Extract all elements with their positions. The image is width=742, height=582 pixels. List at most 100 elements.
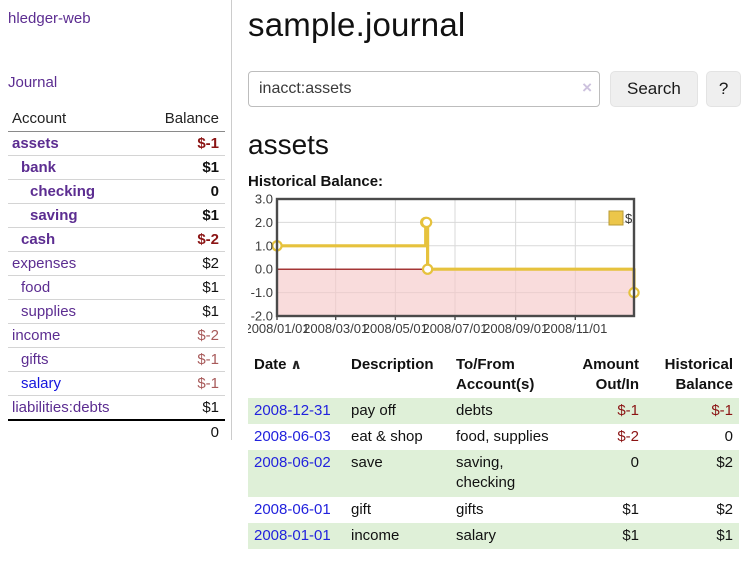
account-link[interactable]: cash <box>21 231 56 248</box>
account-link[interactable]: liabilities:debts <box>12 399 110 416</box>
transaction-description: save <box>345 450 450 497</box>
account-row: supplies $1 <box>8 299 225 324</box>
accounts-total-row: 0 <box>8 419 225 444</box>
transaction-row: 2008-06-01 gift gifts $1 $2 <box>248 497 739 523</box>
search-button[interactable]: Search <box>610 71 698 107</box>
account-link[interactable]: checking <box>30 183 96 200</box>
account-link[interactable]: bank <box>21 159 57 176</box>
transaction-accounts: gifts <box>456 500 484 518</box>
x-tick-label: 2008/05/01 <box>363 321 428 336</box>
x-tick-label: 2008/03/01 <box>303 321 368 336</box>
nav-journal-link[interactable]: Journal <box>8 74 58 91</box>
account-link[interactable]: food <box>21 279 51 296</box>
accounts-table: Account Balance assets $-1 bank $1 checking 0… <box>8 107 225 444</box>
account-link[interactable]: assets <box>12 135 59 152</box>
account-link[interactable]: saving <box>30 207 78 224</box>
transaction-row: 2008-06-02 save saving, checking 0 $2 <box>248 450 739 497</box>
register-table: Date ∧ Description To/From Account(s) Amount O… <box>248 353 739 549</box>
transaction-accounts: debts <box>450 397 567 424</box>
transaction-balance: $1 <box>645 522 739 549</box>
transaction-balance: 0 <box>724 427 733 445</box>
chart-heading: Historical Balance: <box>248 173 384 190</box>
account-balance: $1 <box>143 299 225 324</box>
app-brand-link[interactable]: hledger-web <box>8 10 91 27</box>
main-content: sample.journal × Search ? assets Histori… <box>248 0 742 549</box>
account-row: food $1 <box>8 275 225 300</box>
account-balance: $1 <box>143 155 225 180</box>
account-row: expenses $2 <box>8 251 225 276</box>
transaction-row: 2008-01-01 income salary $1 $1 <box>248 522 739 549</box>
account-balance: $1 <box>143 395 225 421</box>
account-link[interactable]: supplies <box>21 303 77 320</box>
page-title: sample.journal <box>248 6 466 43</box>
x-tick-label: 2008/09/01 <box>483 321 548 336</box>
clear-search-icon[interactable]: × <box>582 78 592 97</box>
transaction-date-link[interactable]: 2008-01-01 <box>254 526 331 544</box>
x-tick-label: 2008/01/01 <box>248 321 310 336</box>
transaction-amount: $1 <box>622 500 639 518</box>
transaction-accounts: food, supplies <box>456 427 549 445</box>
transaction-accounts: saving, checking <box>450 450 567 497</box>
y-tick-label: 0.0 <box>255 262 273 277</box>
transaction-date-link[interactable]: 2008-06-02 <box>254 454 331 471</box>
search-input[interactable] <box>248 71 600 107</box>
y-tick-label: 3.0 <box>255 194 273 207</box>
y-tick-label: -2.0 <box>251 309 273 324</box>
y-tick-label: -1.0 <box>251 285 273 300</box>
accounts-header-account: Account <box>8 107 144 132</box>
data-point-marker <box>421 263 434 275</box>
transaction-amount: 0 <box>567 450 645 497</box>
y-tick-label: 1.0 <box>255 238 273 253</box>
transaction-date-link[interactable]: 2008-06-03 <box>254 427 331 445</box>
historical-balance-chart: 3.0 2.0 1.0 0.0 -1.0 -2.0 2008/01/01 2008/03/01… <box>248 194 742 339</box>
register-header-date[interactable]: Date ∧ <box>254 356 302 373</box>
register-header-tofrom: To/From Account(s) <box>456 356 535 394</box>
account-link[interactable]: income <box>12 327 61 344</box>
account-heading: assets <box>248 129 329 160</box>
transaction-date-link[interactable]: 2008-06-01 <box>254 500 331 518</box>
register-header-historical: Historical Balance <box>664 356 733 394</box>
transaction-date-link[interactable]: 2008-12-31 <box>248 397 345 424</box>
search-form: × Search ? <box>248 71 742 107</box>
transaction-description: income <box>345 522 450 549</box>
account-link[interactable]: expenses <box>12 255 77 272</box>
account-row: saving $1 <box>8 203 225 228</box>
y-tick-label: 2.0 <box>255 215 273 230</box>
transaction-date-link[interactable]: 2008-12-31 <box>254 401 331 419</box>
account-balance: $1 <box>143 275 225 300</box>
chart-canvas: 3.0 2.0 1.0 0.0 -1.0 -2.02008/01/012008/03/01… <box>248 194 640 336</box>
transaction-row: 2008-12-31 pay off debts $-1 $-1 <box>248 397 739 424</box>
transaction-accounts: salary <box>450 522 567 549</box>
transaction-balance: $2 <box>716 500 733 518</box>
register-header-description: Description <box>351 356 434 373</box>
transaction-description: pay off <box>345 397 450 424</box>
account-row: income $-2 <box>8 323 225 348</box>
account-row: assets $-1 <box>8 131 225 156</box>
account-balance: $-2 <box>143 323 225 348</box>
legend-swatch <box>608 210 624 226</box>
legend-label: $ <box>625 211 633 226</box>
account-row: gifts $-1 <box>8 347 225 372</box>
account-row: salary $-1 <box>8 371 225 396</box>
transaction-date-link[interactable]: 2008-06-02 <box>248 450 345 497</box>
transaction-description: gift <box>351 500 372 518</box>
transaction-date-link[interactable]: 2008-06-01 <box>248 497 345 523</box>
transaction-date-link[interactable]: 2008-06-03 <box>248 424 345 450</box>
account-balance: $-2 <box>143 227 225 252</box>
account-link[interactable]: gifts <box>21 351 49 368</box>
transaction-amount: $1 <box>567 522 645 549</box>
account-link[interactable]: salary <box>21 375 62 392</box>
transaction-description: eat & shop <box>351 427 423 445</box>
account-balance: $2 <box>143 251 225 276</box>
account-balance: $-1 <box>143 131 225 156</box>
transaction-balance: $2 <box>645 450 739 497</box>
account-balance: 0 <box>143 179 225 204</box>
help-button[interactable]: ? <box>705 71 742 107</box>
accounts-header-balance: Balance <box>143 107 225 132</box>
transaction-row: 2008-06-03 eat & shop food, supplies $-2 0 <box>248 424 739 450</box>
transaction-amount: $-2 <box>617 427 639 445</box>
transaction-date-link[interactable]: 2008-01-01 <box>248 522 345 549</box>
data-point-marker <box>420 216 433 229</box>
account-row: bank $1 <box>8 155 225 180</box>
x-tick-label: 2008/11/01 <box>543 321 607 336</box>
